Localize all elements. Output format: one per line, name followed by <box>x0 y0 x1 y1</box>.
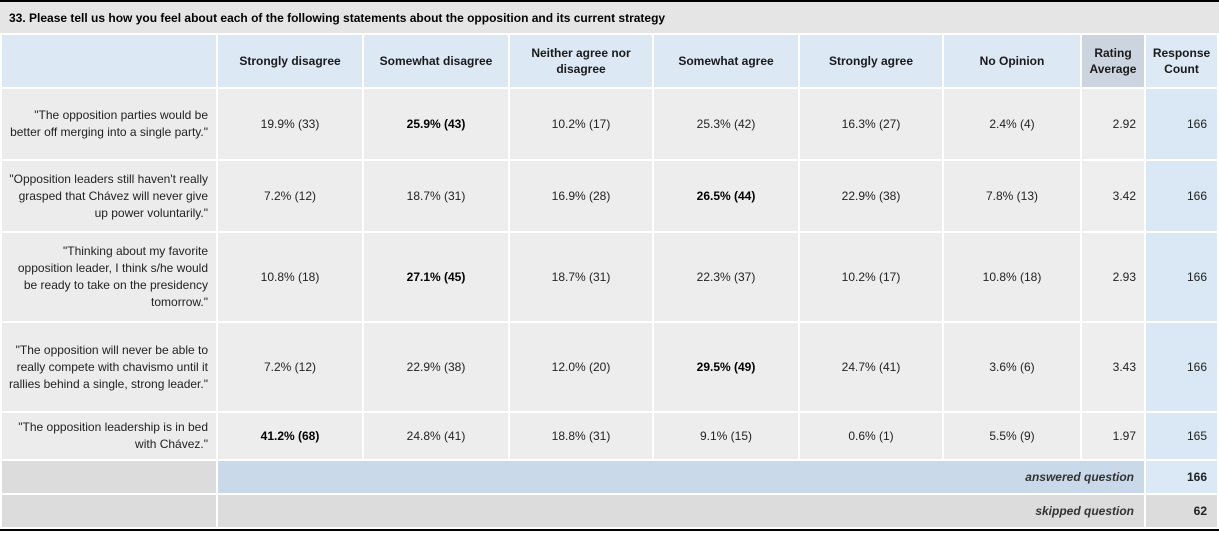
statement-cell: "Thinking about my favorite opposition l… <box>2 233 216 321</box>
response-percentage-cell: 22.9% (38) <box>800 161 942 231</box>
response-percentage-cell-modal: 25.9% (43) <box>364 89 508 159</box>
response-percentage-cell: 9.1% (15) <box>654 413 798 459</box>
rating-average-cell: 1.97 <box>1082 413 1144 459</box>
rating-average-cell: 2.92 <box>1082 89 1144 159</box>
answered-question-count: 166 <box>1146 461 1217 493</box>
response-percentage-cell: 10.8% (18) <box>944 233 1080 321</box>
response-percentage-cell: 7.8% (13) <box>944 161 1080 231</box>
rating-average-cell: 3.42 <box>1082 161 1144 231</box>
footer-spacer-cell <box>2 495 216 527</box>
response-count-cell: 165 <box>1146 413 1217 459</box>
response-percentage-cell: 10.8% (18) <box>218 233 362 321</box>
statement-cell: "Opposition leaders still haven't really… <box>2 161 216 231</box>
response-percentage-cell: 18.7% (31) <box>364 161 508 231</box>
response-percentage-cell: 24.7% (41) <box>800 323 942 411</box>
header-cell-neither: Neither agree nor disagree <box>510 35 652 87</box>
table-row: "Opposition leaders still haven't really… <box>2 161 1217 231</box>
header-cell-somewhat-disagree: Somewhat disagree <box>364 35 508 87</box>
results-table: Strongly disagree Somewhat disagree Neit… <box>0 33 1219 529</box>
response-percentage-cell: 19.9% (33) <box>218 89 362 159</box>
response-percentage-cell: 3.6% (6) <box>944 323 1080 411</box>
response-count-cell: 166 <box>1146 89 1217 159</box>
response-percentage-cell-modal: 29.5% (49) <box>654 323 798 411</box>
header-cell-blank <box>2 35 216 87</box>
response-percentage-cell: 2.4% (4) <box>944 89 1080 159</box>
table-row: "The opposition leadership is in bed wit… <box>2 413 1217 459</box>
response-percentage-cell: 22.9% (38) <box>364 323 508 411</box>
response-percentage-cell: 10.2% (17) <box>510 89 652 159</box>
header-cell-no-opinion: No Opinion <box>944 35 1080 87</box>
response-percentage-cell: 25.3% (42) <box>654 89 798 159</box>
header-cell-somewhat-agree: Somewhat agree <box>654 35 798 87</box>
response-count-cell: 166 <box>1146 323 1217 411</box>
statement-cell: "The opposition leadership is in bed wit… <box>2 413 216 459</box>
table-row: "The opposition will never be able to re… <box>2 323 1217 411</box>
header-row: Strongly disagree Somewhat disagree Neit… <box>2 35 1217 87</box>
response-percentage-cell: 18.8% (31) <box>510 413 652 459</box>
header-cell-rating-average: Rating Average <box>1082 35 1144 87</box>
response-percentage-cell: 24.8% (41) <box>364 413 508 459</box>
response-percentage-cell: 7.2% (12) <box>218 323 362 411</box>
skipped-question-count: 62 <box>1146 495 1217 527</box>
answered-question-label: answered question <box>218 461 1144 493</box>
rating-average-cell: 2.93 <box>1082 233 1144 321</box>
skipped-question-label: skipped question <box>218 495 1144 527</box>
response-percentage-cell-modal: 26.5% (44) <box>654 161 798 231</box>
response-percentage-cell: 7.2% (12) <box>218 161 362 231</box>
response-percentage-cell: 16.3% (27) <box>800 89 942 159</box>
header-cell-strongly-agree: Strongly agree <box>800 35 942 87</box>
table-row: "Thinking about my favorite opposition l… <box>2 233 1217 321</box>
statement-cell: "The opposition will never be able to re… <box>2 323 216 411</box>
response-percentage-cell: 22.3% (37) <box>654 233 798 321</box>
footer-spacer-cell <box>2 461 216 493</box>
response-percentage-cell: 16.9% (28) <box>510 161 652 231</box>
header-cell-strongly-disagree: Strongly disagree <box>218 35 362 87</box>
response-percentage-cell: 12.0% (20) <box>510 323 652 411</box>
table-row: "The opposition parties would be better … <box>2 89 1217 159</box>
statement-cell: "The opposition parties would be better … <box>2 89 216 159</box>
skipped-question-row: skipped question 62 <box>2 495 1217 527</box>
response-count-cell: 166 <box>1146 161 1217 231</box>
answered-question-row: answered question 166 <box>2 461 1217 493</box>
response-percentage-cell-modal: 27.1% (45) <box>364 233 508 321</box>
question-title: 33. Please tell us how you feel about ea… <box>0 2 1219 33</box>
response-count-cell: 166 <box>1146 233 1217 321</box>
response-percentage-cell-modal: 41.2% (68) <box>218 413 362 459</box>
response-percentage-cell: 5.5% (9) <box>944 413 1080 459</box>
response-percentage-cell: 10.2% (17) <box>800 233 942 321</box>
response-percentage-cell: 0.6% (1) <box>800 413 942 459</box>
response-percentage-cell: 18.7% (31) <box>510 233 652 321</box>
rating-average-cell: 3.43 <box>1082 323 1144 411</box>
header-cell-response-count: Response Count <box>1146 35 1217 87</box>
